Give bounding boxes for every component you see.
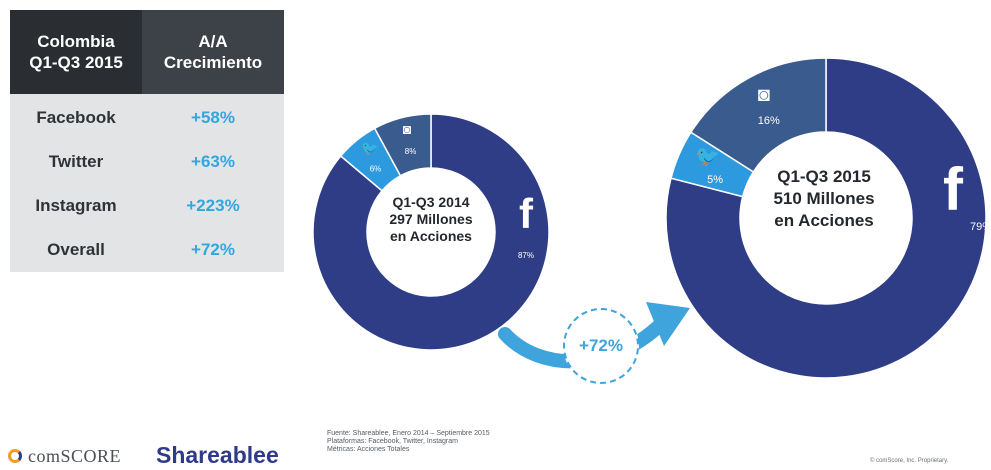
comscore-logo-text: comSCORE [28, 446, 122, 466]
comscore-mark-icon [8, 449, 22, 463]
center-label-line: Q1-Q3 2014 [392, 194, 470, 210]
growth-cell: +63% [191, 152, 235, 171]
header-region: Colombia Q1-Q3 2015 [10, 10, 142, 94]
donut-2015: f 79% 🐦 5% ◙ 16% [665, 57, 991, 379]
slice-facebook [665, 57, 987, 379]
center-label-line: en Acciones [774, 211, 874, 230]
comscore-logo: comSCORE [8, 446, 121, 467]
source-note: Fuente: Shareablee, Enero 2014 – Septiem… [327, 430, 490, 454]
platform-cell: Instagram [35, 196, 117, 215]
donut-2014: f 87% 🐦 6% ◙ 8% [312, 113, 550, 351]
facebook-icon: f [943, 156, 964, 223]
instagram-icon: ◙ [758, 84, 770, 106]
source-line: Métricas: Acciones Totales [327, 446, 410, 453]
header-region-line2: Q1-Q3 2015 [29, 53, 123, 72]
slice-facebook [312, 113, 550, 351]
center-label-line: Q1-Q3 2015 [777, 167, 871, 186]
slice-instagram [689, 57, 827, 173]
donut-2014-center-label: Q1-Q3 2014 297 Millones en Acciones [368, 194, 494, 245]
facebook-icon: f [519, 190, 534, 237]
slice-label: 79% [970, 221, 991, 233]
copyright: © comScore, Inc. Proprietary. [870, 458, 949, 464]
platform-cell: Facebook [36, 108, 116, 127]
shareablee-logo: Shareablee [156, 442, 279, 468]
growth-cell: +72% [191, 240, 235, 259]
center-label-line: 510 Millones [773, 189, 875, 208]
growth-badge: +72% [563, 308, 639, 384]
growth-cell: +223% [186, 196, 240, 215]
growth-cell: +58% [191, 108, 235, 127]
twitter-icon: 🐦 [695, 146, 720, 168]
twitter-icon: 🐦 [361, 140, 378, 156]
header-growth-line1: A/A [198, 32, 228, 51]
slice-label: 87% [518, 251, 534, 260]
slice-label: 6% [370, 164, 382, 173]
slice-label: 16% [758, 115, 780, 127]
center-label-line: 297 Millones [389, 211, 473, 227]
center-label-line: en Acciones [390, 228, 472, 244]
table-row: Facebook +58% [10, 96, 284, 140]
slice-instagram [373, 113, 432, 177]
instagram-icon: ◙ [403, 121, 411, 137]
source-line: Plataformas: Facebook, Twitter, Instagra… [327, 438, 458, 445]
growth-table: Colombia Q1-Q3 2015 A/A Crecimiento Face… [10, 10, 284, 272]
donut-hole [741, 133, 911, 303]
donut-2015-center-label: Q1-Q3 2015 510 Millones en Acciones [742, 166, 906, 232]
header-growth-line2: Crecimiento [163, 53, 263, 72]
header-growth: A/A Crecimiento [142, 10, 284, 94]
table-header: Colombia Q1-Q3 2015 A/A Crecimiento [10, 10, 284, 94]
donut-hole [368, 169, 494, 295]
table-row: Twitter +63% [10, 140, 284, 184]
slice-label: 5% [707, 174, 723, 186]
source-line: Fuente: Shareablee, Enero 2014 – Septiem… [327, 430, 490, 437]
platform-cell: Overall [47, 240, 105, 259]
platform-cell: Twitter [48, 152, 104, 171]
slice-label: 8% [405, 147, 417, 156]
header-region-line1: Colombia [37, 32, 115, 51]
table-row: Instagram +223% [10, 184, 284, 228]
table-body: Facebook +58% Twitter +63% Instagram +22… [10, 94, 284, 272]
table-row: Overall +72% [10, 228, 284, 272]
